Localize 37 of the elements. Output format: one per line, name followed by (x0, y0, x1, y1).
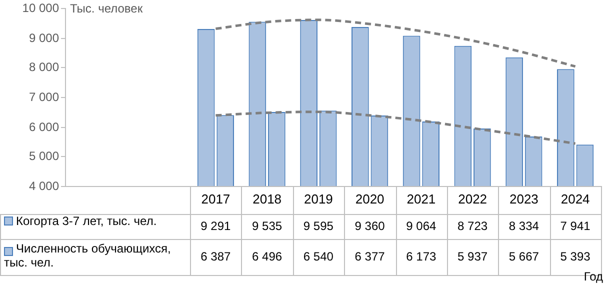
x-tick-label: 2021 (406, 192, 436, 207)
x-tick-label: 2019 (304, 192, 333, 207)
data-label: 6 540 (303, 249, 334, 264)
data-label: 5 667 (508, 249, 540, 264)
data-label: 7 941 (560, 218, 591, 233)
x-tick-label: 2020 (355, 192, 384, 207)
line-series (214, 110, 577, 145)
data-label: 9 535 (252, 218, 282, 233)
data-label: 9 595 (303, 218, 334, 233)
data-label: 8 723 (458, 218, 488, 233)
x-tick-label: 2017 (201, 192, 230, 207)
y-tick-label: 6 000 (28, 120, 60, 134)
x-tick-label: 2024 (560, 192, 590, 207)
y-tick-label: 5 000 (28, 148, 60, 163)
text: Год (584, 269, 603, 284)
data-label: 6 387 (200, 249, 232, 264)
y-tick-label: 7 000 (28, 90, 60, 104)
data-label: 6 377 (354, 249, 386, 264)
line-series (214, 18, 577, 68)
x-tick-label: 2018 (252, 192, 282, 207)
data-label: 6 496 (252, 249, 282, 264)
data-label: 5 937 (458, 249, 488, 264)
data-label: 8 334 (508, 218, 540, 233)
y-tick-label: 4 000 (28, 178, 60, 193)
data-label: 9 360 (354, 218, 386, 233)
data-label: 5 393 (560, 249, 591, 264)
x-tick-label: 2023 (509, 192, 538, 207)
y-tick-label: 10 000 (22, 0, 60, 15)
legend-label: Когорта 3-7 лет, тыс. чел. (16, 214, 157, 228)
y-tick-label: 8 000 (28, 60, 60, 74)
data-label: 9 064 (406, 218, 437, 233)
y-tick-label: 9 000 (28, 30, 60, 45)
legend-label: Численность обучающихся, тыс. чел. (4, 241, 171, 270)
y-axis-title: Тыс. человек (70, 1, 144, 16)
x-tick-label: 2022 (458, 192, 488, 207)
data-label: 9 291 (200, 218, 232, 233)
data-label: 6 173 (406, 249, 437, 264)
